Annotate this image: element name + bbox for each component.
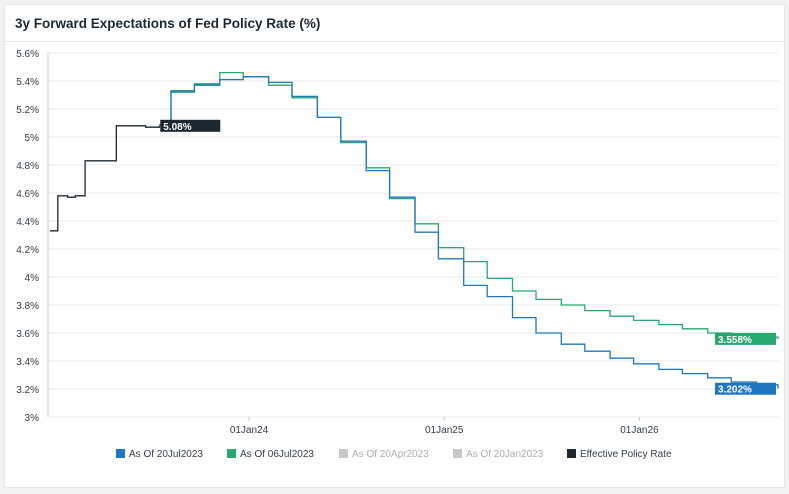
y-tick-label: 3.6% xyxy=(16,329,39,340)
end-label-text: 3.558% xyxy=(718,335,752,346)
y-tick-label: 5% xyxy=(25,133,40,144)
legend-item[interactable]: As Of 20Jul2023 xyxy=(116,449,203,460)
legend-item[interactable]: As Of 20Apr2023 xyxy=(339,449,429,460)
end-labels: 5.08% 3.558% 3.202% xyxy=(160,119,776,396)
y-tick-label: 4.4% xyxy=(16,217,39,228)
legend-swatch xyxy=(567,449,576,458)
legend-item[interactable]: Effective Policy Rate xyxy=(567,449,672,460)
legend-swatch xyxy=(453,449,462,458)
y-tick-label: 4% xyxy=(25,273,40,284)
y-tick-label: 5.6% xyxy=(16,49,39,60)
y-tick-label: 3.2% xyxy=(16,385,39,396)
title-divider xyxy=(5,41,784,42)
chart-title: 3y Forward Expectations of Fed Policy Ra… xyxy=(15,16,321,31)
y-tick-label: 5.2% xyxy=(16,105,39,116)
x-tick-label: 01Jan26 xyxy=(620,425,659,436)
y-tick-label: 4.8% xyxy=(16,161,39,172)
end-label-box xyxy=(160,119,221,132)
series-line-effective-policy-rate xyxy=(50,125,160,232)
y-tick-label: 3% xyxy=(25,413,40,424)
end-label-effective: 5.08% xyxy=(160,119,221,133)
end-label-jul06: 3.558% xyxy=(715,332,776,346)
legend-label: As Of 20Apr2023 xyxy=(352,449,429,460)
x-tick-label: 01Jan25 xyxy=(425,425,464,436)
legend-label: As Of 06Jul2023 xyxy=(240,449,314,460)
end-label-box xyxy=(715,382,776,395)
legend-label: Effective Policy Rate xyxy=(580,449,672,460)
x-axis: 01Jan24 01Jan25 01Jan26 xyxy=(230,417,659,436)
legend-item[interactable]: As Of 20Jan2023 xyxy=(453,449,544,460)
chart-card: 3y Forward Expectations of Fed Policy Ra… xyxy=(4,4,785,488)
y-tick-label: 3.4% xyxy=(16,357,39,368)
legend-label: As Of 20Jul2023 xyxy=(129,449,203,460)
y-axis: 5.6% 5.4% 5.2% 5% 4.8% 4.6% 4.4% 4.2% 4% 3.8% 3.6%… xyxy=(16,49,49,424)
legend-item[interactable]: As Of 06Jul2023 xyxy=(227,449,314,460)
end-label-text: 5.08% xyxy=(163,122,191,133)
legend-swatch xyxy=(116,449,125,458)
legend: As Of 20Jul2023 As Of 06Jul2023 As Of 20Ap… xyxy=(116,449,672,460)
series-lines xyxy=(50,71,779,389)
end-label-jul20: 3.202% xyxy=(715,382,776,396)
series-line-as-of-06jul2023 xyxy=(159,71,779,339)
legend-label: As Of 20Jan2023 xyxy=(466,449,544,460)
legend-swatch xyxy=(339,449,348,458)
end-label-text: 3.202% xyxy=(718,385,752,396)
y-tick-label: 4.6% xyxy=(16,189,39,200)
y-tick-label: 5.4% xyxy=(16,77,39,88)
y-tick-label: 4.2% xyxy=(16,245,39,256)
series-line-as-of-20jul2023 xyxy=(159,76,779,389)
x-tick-label: 01Jan24 xyxy=(230,425,269,436)
legend-swatch xyxy=(227,449,236,458)
y-tick-label: 3.8% xyxy=(16,301,39,312)
gridlines xyxy=(48,52,778,418)
end-label-box xyxy=(715,332,776,345)
